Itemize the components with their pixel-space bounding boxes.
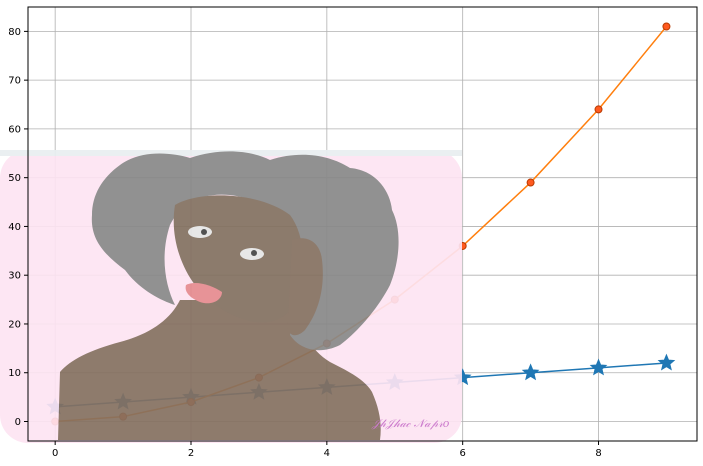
y-tick-label: 80 bbox=[8, 27, 21, 38]
y-tick-label: 10 bbox=[8, 368, 21, 379]
series-2-point bbox=[594, 105, 603, 114]
x-tick-label: 8 bbox=[595, 448, 601, 459]
watermark-text: 𝒥𝒽𝒥𝒽𝒶𝒸 𝒩𝒶𝓅𝓇𝑜 bbox=[371, 417, 450, 430]
right-pupil bbox=[251, 250, 257, 256]
left-pupil bbox=[201, 229, 207, 235]
series-2-point bbox=[662, 22, 671, 31]
y-tick-label: 40 bbox=[8, 222, 21, 233]
left-eye bbox=[188, 226, 212, 238]
y-tick-label: 60 bbox=[8, 124, 21, 135]
plot-frame bbox=[27, 6, 698, 442]
series-1-point bbox=[657, 353, 676, 371]
x-tick-label: 2 bbox=[188, 448, 194, 459]
x-tick-label: 6 bbox=[459, 448, 465, 459]
y-tick-label: 30 bbox=[8, 271, 21, 282]
y-tick-label: 50 bbox=[8, 173, 21, 184]
series-2-point bbox=[526, 178, 535, 187]
portrait-overlay-image: 𝒥𝒽𝒥𝒽𝒶𝒸 𝒩𝒶𝓅𝓇𝑜 bbox=[0, 150, 462, 443]
y-tick-label: 70 bbox=[8, 76, 21, 87]
mouth-shape bbox=[185, 282, 222, 304]
hair-shape bbox=[91, 151, 399, 351]
series-1-point bbox=[589, 358, 608, 376]
x-tick-label: 0 bbox=[52, 448, 58, 459]
raised-hand-shape bbox=[287, 238, 323, 336]
x-tick-label: 4 bbox=[324, 448, 330, 459]
series-1-point bbox=[521, 363, 540, 381]
y-tick-label: 20 bbox=[8, 319, 21, 330]
y-tick-label: 0 bbox=[15, 417, 21, 428]
